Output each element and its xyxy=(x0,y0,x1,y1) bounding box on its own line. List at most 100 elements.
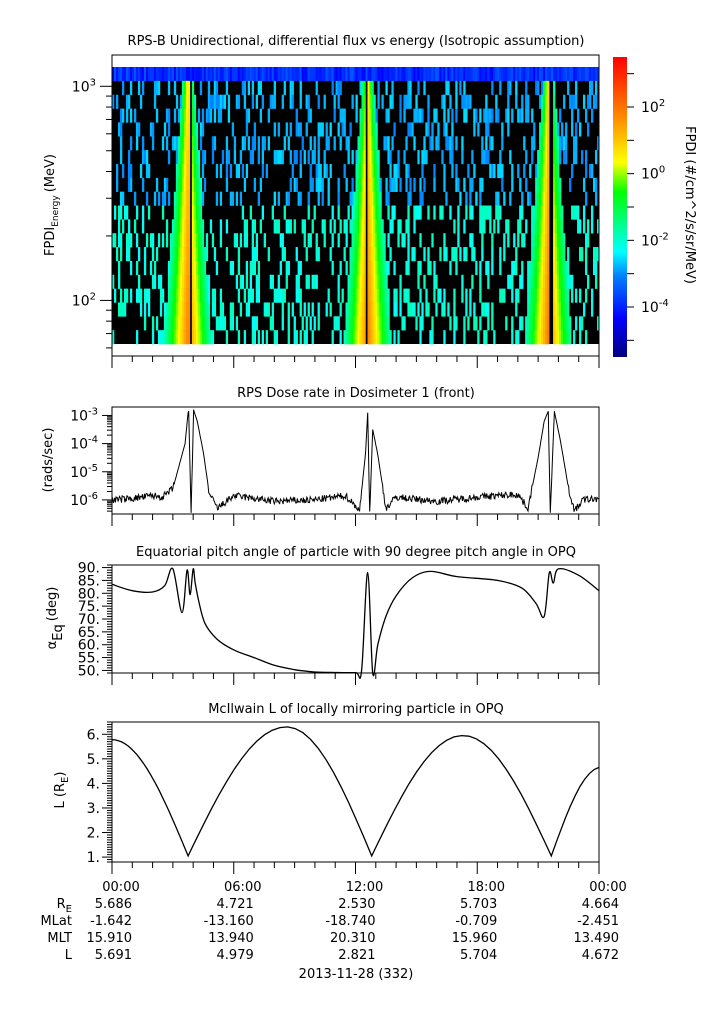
spectrogram-cell xyxy=(123,288,127,303)
spectrogram-cell xyxy=(555,219,558,234)
spectrogram-cell xyxy=(175,233,179,248)
y-tick-label: 2. xyxy=(87,826,100,842)
spectrogram-cell xyxy=(249,274,253,289)
spectrogram-cell xyxy=(321,122,324,137)
spectrogram-cell xyxy=(371,136,374,151)
spectrogram-cell xyxy=(413,108,416,123)
spectrogram-cell xyxy=(467,316,470,331)
spectrogram-cell xyxy=(243,288,247,303)
spectrogram-cell xyxy=(511,177,514,192)
spectrogram-cell xyxy=(509,150,512,165)
spectrogram-cell xyxy=(587,219,590,234)
spectrogram-cell xyxy=(509,80,512,95)
spectrogram-cell xyxy=(191,302,195,317)
spectrogram-cell xyxy=(281,94,284,109)
spectrogram-cell xyxy=(161,288,165,303)
spectrogram-cell xyxy=(385,80,388,95)
spectrogram-cell xyxy=(239,274,243,289)
spectrogram-cell xyxy=(165,233,169,248)
spectrogram-cell xyxy=(475,67,478,82)
spectrogram-cell xyxy=(191,80,195,95)
spectrogram-cell xyxy=(245,260,249,276)
spectrogram-cell xyxy=(593,67,596,82)
spectrogram-cell xyxy=(307,302,310,317)
spectrogram-cell xyxy=(179,163,183,179)
spectrogram-cell xyxy=(213,94,217,109)
spectrogram-cell xyxy=(241,136,245,151)
spectrogram-cell xyxy=(441,150,444,165)
spectrogram-cell xyxy=(157,330,161,345)
spectrogram-cell xyxy=(261,330,264,345)
spectrogram-cell xyxy=(451,108,454,123)
spectrogram-cell xyxy=(349,302,352,317)
spectrogram-cell xyxy=(373,163,376,179)
spectrogram-cell xyxy=(573,150,576,165)
spectrogram-cell xyxy=(555,108,558,123)
spectrogram-cell xyxy=(555,177,558,192)
spectrogram-cell xyxy=(203,150,207,165)
mcilwain-l-line xyxy=(111,726,600,858)
spectrogram-cell xyxy=(539,191,542,206)
spectrogram-cell xyxy=(425,150,428,165)
spectrogram-cell xyxy=(361,163,364,179)
spectrogram-cell xyxy=(417,80,420,95)
y-tick-label: 10-3 xyxy=(70,406,98,424)
spectrogram-cell xyxy=(297,274,300,289)
spectrogram-cell xyxy=(355,247,358,262)
spectrogram-cell xyxy=(267,302,270,317)
spectrogram-cell xyxy=(361,302,364,317)
spectrogram-cell xyxy=(247,288,251,303)
spectrogram-cell xyxy=(181,191,185,206)
spectrogram-cell xyxy=(407,122,410,137)
spectrogram-cell xyxy=(193,163,197,179)
spectrogram-cell xyxy=(203,247,207,262)
spectrogram-cell xyxy=(191,150,195,165)
spectrogram-cell xyxy=(197,191,201,206)
spectrogram-cell xyxy=(133,108,137,123)
spectrogram-cell xyxy=(489,67,492,82)
spectrogram-cell xyxy=(377,233,380,248)
spectrogram-cell xyxy=(365,67,368,82)
spectrogram-cell xyxy=(373,122,376,137)
spectrogram-cell xyxy=(531,247,534,262)
spectrogram-cell xyxy=(175,191,179,206)
spectrogram-cell xyxy=(353,288,356,303)
spectrogram-cell xyxy=(215,163,219,179)
spectrogram-cell xyxy=(319,177,322,192)
spectrogram-cell xyxy=(137,274,141,289)
spectrogram-cell xyxy=(117,302,121,317)
ephemeris-value: 4.664 xyxy=(582,897,619,912)
spectrogram-cell xyxy=(499,163,502,179)
spectrogram-cell xyxy=(287,260,290,276)
spectrogram-cell xyxy=(417,108,420,123)
spectrogram-cell xyxy=(567,67,570,82)
spectrogram-cell xyxy=(369,205,372,220)
spectrogram-cell xyxy=(345,136,348,151)
spectrogram-cell xyxy=(127,150,131,165)
spectrogram-cell xyxy=(337,316,340,331)
spectrogram-cell xyxy=(415,205,418,220)
spectrogram-cell xyxy=(479,260,482,276)
spectrogram-cell xyxy=(173,136,177,151)
spectrogram-cell xyxy=(503,233,506,248)
spectrogram-cell xyxy=(427,122,430,137)
spectrogram-cell xyxy=(543,80,546,95)
spectrogram-cell xyxy=(153,67,157,82)
spectrogram-cell xyxy=(285,219,288,234)
spectrogram-cell xyxy=(381,219,384,234)
spectrogram-cell xyxy=(323,94,326,109)
spectrogram-cell xyxy=(427,260,430,276)
spectrogram-cell xyxy=(195,163,199,179)
spectrogram-cell xyxy=(239,233,243,248)
spectrogram-cell xyxy=(275,288,278,303)
spectrogram-cell xyxy=(183,108,187,123)
spectrogram-cell xyxy=(593,260,596,276)
spectrogram-cell xyxy=(211,288,215,303)
spectrogram-cell xyxy=(377,316,380,331)
spectrogram-cell xyxy=(251,260,255,276)
spectrogram-cell xyxy=(379,247,382,262)
spectrogram-cell xyxy=(519,108,522,123)
spectrogram-cell xyxy=(175,94,179,109)
spectrogram-cell xyxy=(379,330,382,345)
spectrogram-cell xyxy=(371,150,374,165)
